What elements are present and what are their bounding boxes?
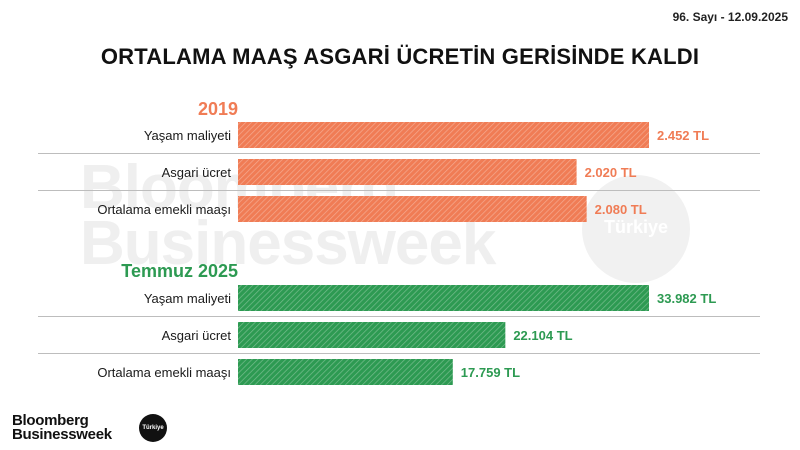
category-label: Yaşam maliyeti: [144, 291, 231, 306]
footer-logo-line2: Businessweek: [12, 426, 112, 443]
value-label: 2.452 TL: [657, 128, 709, 143]
watermark-badge: Türkiye: [582, 175, 690, 283]
issue-date: 96. Sayı - 12.09.2025: [672, 10, 788, 24]
bar: [238, 122, 649, 148]
footer-logo: Bloomberg Businessweek: [12, 412, 112, 443]
bar: [238, 359, 453, 385]
value-label: 22.104 TL: [513, 328, 572, 343]
value-label: 2.020 TL: [585, 165, 637, 180]
value-label: 17.759 TL: [461, 365, 520, 380]
group-header-temmuz-2025: Temmuz 2025: [121, 261, 238, 281]
value-label: 33.982 TL: [657, 291, 716, 306]
chart-title: ORTALAMA MAAŞ ASGARİ ÜCRETİN GERİSİNDE K…: [100, 44, 700, 69]
bar: [238, 322, 506, 348]
bar: [238, 285, 649, 311]
category-label: Asgari ücret: [162, 165, 232, 180]
group-header-2019: 2019: [198, 99, 238, 119]
footer-logo-line1: Bloomberg: [12, 412, 89, 429]
category-label: Yaşam maliyeti: [144, 128, 231, 143]
category-label: Ortalama emekli maaşı: [97, 365, 231, 380]
category-label: Asgari ücret: [162, 328, 232, 343]
category-label: Ortalama emekli maaşı: [97, 202, 231, 217]
footer-badge: Türkiye: [139, 414, 167, 442]
watermark-badge-text: Türkiye: [603, 217, 669, 237]
bar: [238, 159, 577, 185]
watermark-line2: Businessweek: [80, 209, 496, 278]
bar: [238, 196, 587, 222]
value-label: 2.080 TL: [595, 202, 647, 217]
